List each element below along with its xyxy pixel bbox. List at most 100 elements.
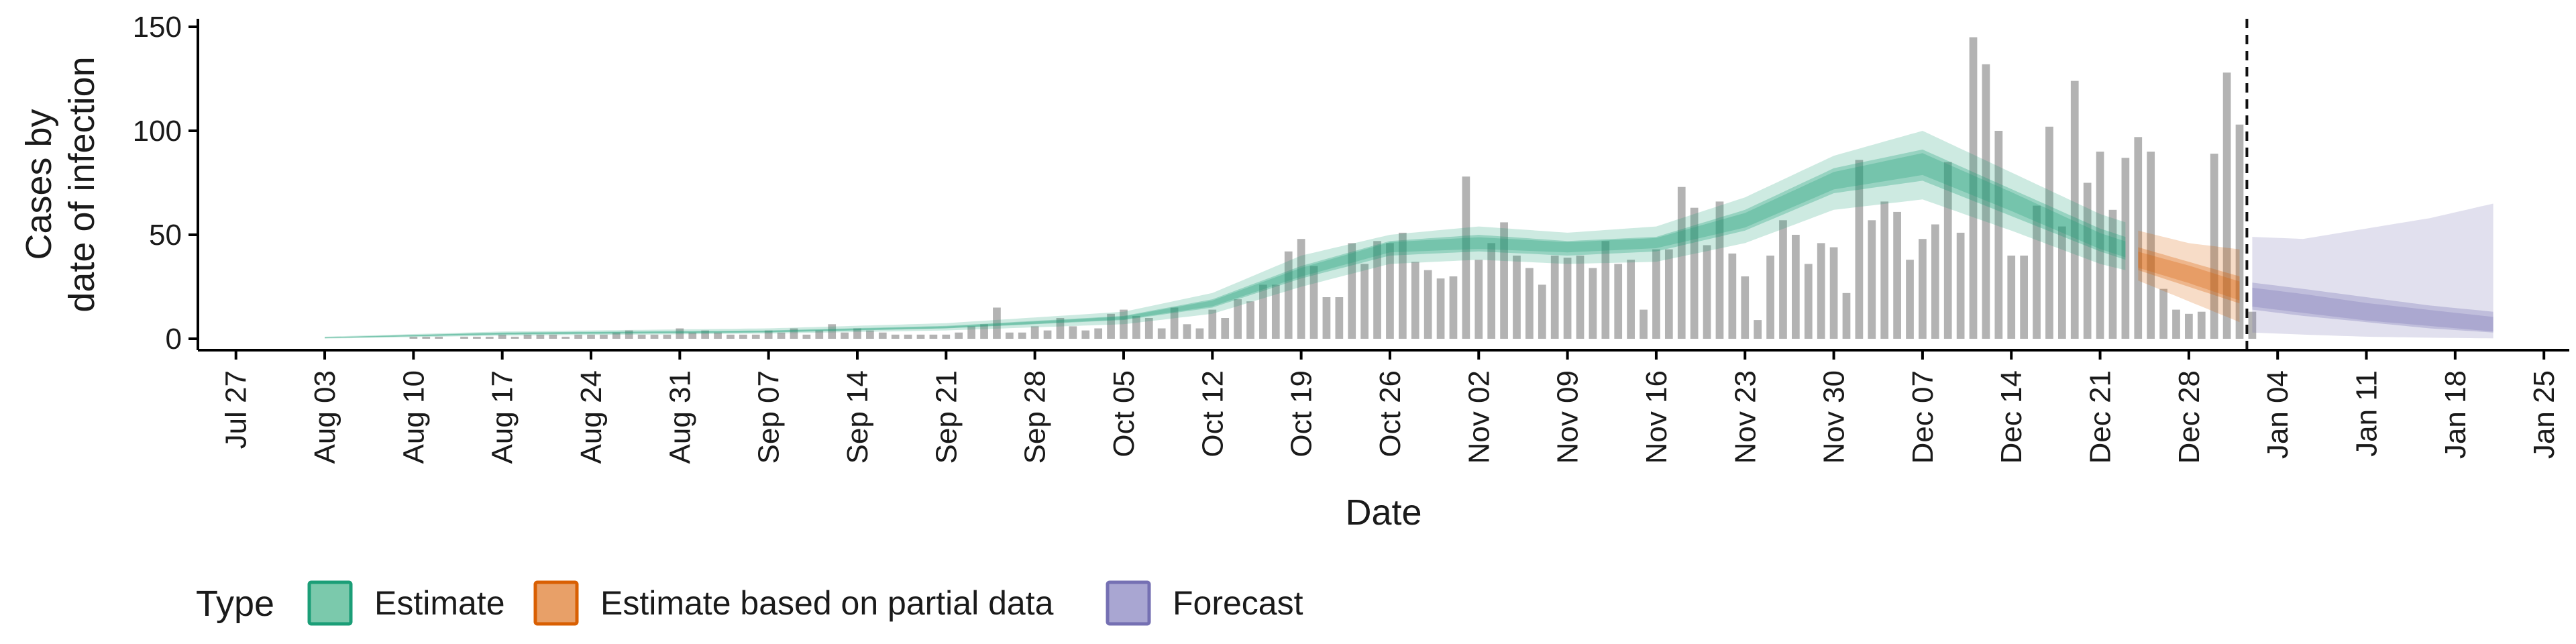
axes-layer: 0 50 100 150 Jul 27 Aug 03 Aug 10 Aug 17 Aug 24 A… <box>133 11 2569 464</box>
data-bar <box>1297 239 1305 339</box>
data-bar <box>2159 288 2167 339</box>
data-bar <box>1144 318 1153 339</box>
data-bar <box>916 334 925 339</box>
data-bar <box>853 328 861 339</box>
data-bar <box>751 334 760 339</box>
forecast-inner-band <box>2252 282 2493 333</box>
x-tick-label: Aug 03 <box>309 370 341 464</box>
data-bar <box>1132 315 1140 339</box>
y-axis-title-line: date of infection <box>62 56 102 312</box>
data-bar <box>1043 330 1052 339</box>
data-bar <box>1360 264 1368 339</box>
data-bar <box>727 334 735 339</box>
data-bar <box>1652 249 1660 339</box>
data-bar <box>1906 260 1914 339</box>
data-bar <box>600 334 608 339</box>
data-bar <box>1792 235 1800 339</box>
x-tick-label: Nov 09 <box>1552 370 1585 464</box>
data-bar <box>1614 264 1623 339</box>
x-tick-label: Nov 23 <box>1729 370 1762 464</box>
legend: Type Estimate Estimate based on partial d… <box>196 580 1303 626</box>
x-axis-title: Date <box>1345 492 1421 533</box>
data-bar <box>587 334 595 339</box>
data-bar <box>485 336 494 339</box>
data-bar <box>1880 201 1889 339</box>
x-tick-label: Sep 07 <box>753 370 786 464</box>
partial-estimate-inner-band <box>2138 247 2240 304</box>
data-bar <box>2121 158 2130 339</box>
data-bar <box>2185 313 2193 339</box>
data-bar <box>1449 276 1458 339</box>
data-bar <box>1525 268 1534 339</box>
data-bar <box>1157 328 1166 339</box>
x-tick-label: Jan 18 <box>2439 370 2472 459</box>
y-tick-label: 150 <box>133 11 182 44</box>
data-bar <box>498 334 506 339</box>
x-tick-label: Aug 31 <box>663 370 696 464</box>
data-bar <box>891 334 900 339</box>
data-bar <box>1804 264 1813 339</box>
data-bar <box>1589 268 1597 339</box>
x-tick-label: Oct 26 <box>1374 370 1407 458</box>
data-bar <box>904 334 912 339</box>
data-bar <box>1081 330 1090 339</box>
data-bar <box>2197 311 2206 339</box>
data-bar <box>1829 247 1838 339</box>
data-bar <box>2172 309 2180 339</box>
x-tick-label: Jul 27 <box>220 370 253 449</box>
data-bar <box>1107 313 1115 339</box>
data-bar <box>2096 152 2104 339</box>
data-bar <box>435 336 443 339</box>
data-bar <box>1183 324 1191 339</box>
data-bar <box>980 324 988 339</box>
data-bar <box>1664 249 1673 339</box>
data-bar <box>2134 137 2143 339</box>
data-bar <box>1956 232 1965 339</box>
data-bar <box>1754 320 1762 339</box>
data-bar <box>1728 253 1737 339</box>
data-bar <box>1487 243 1496 339</box>
x-tick-label: Jan 11 <box>2351 370 2383 457</box>
data-bar <box>422 336 431 339</box>
data-bar <box>942 334 951 339</box>
y-axis-title: Cases by date of infection <box>19 56 102 312</box>
data-bar <box>625 330 633 339</box>
data-bar <box>1563 258 1572 339</box>
legend-label: Estimate <box>374 584 505 622</box>
data-bar <box>511 336 519 339</box>
forecast-outer-band <box>2252 203 2493 339</box>
x-tick-label: Dec 21 <box>2084 370 2117 464</box>
data-bar <box>2147 152 2155 339</box>
x-tick-label: Nov 02 <box>1462 370 1495 464</box>
data-bar <box>1601 241 1610 339</box>
data-bar <box>802 334 811 339</box>
y-tick-label: 0 <box>166 323 182 356</box>
x-tick-label: Aug 10 <box>397 370 430 464</box>
data-bar <box>2007 256 2016 339</box>
x-tick-label: Oct 19 <box>1285 370 1318 458</box>
data-bar <box>637 334 646 339</box>
data-bar <box>1335 297 1344 339</box>
data-bar <box>1842 292 1851 339</box>
data-bar <box>1474 260 1483 339</box>
data-bar <box>549 334 557 339</box>
data-bar <box>1386 243 1394 339</box>
data-bar <box>2235 124 2244 339</box>
data-bar <box>1715 201 1724 339</box>
data-bar <box>1576 256 1585 339</box>
data-bar <box>2083 182 2092 339</box>
data-bar <box>1969 37 1978 339</box>
data-bar <box>1677 186 1686 339</box>
data-bar <box>955 332 963 339</box>
data-bar <box>1234 299 1242 339</box>
forecast-center-band <box>2252 287 2493 332</box>
legend-title: Type <box>196 584 274 624</box>
estimate-inner-band <box>325 149 2126 339</box>
bars-layer <box>409 37 2257 339</box>
data-bar <box>1462 176 1470 339</box>
data-bar <box>1120 309 1128 339</box>
data-bar <box>1640 309 1648 339</box>
x-tick-label: Dec 14 <box>1995 370 2028 464</box>
legend-key <box>1106 580 1151 626</box>
